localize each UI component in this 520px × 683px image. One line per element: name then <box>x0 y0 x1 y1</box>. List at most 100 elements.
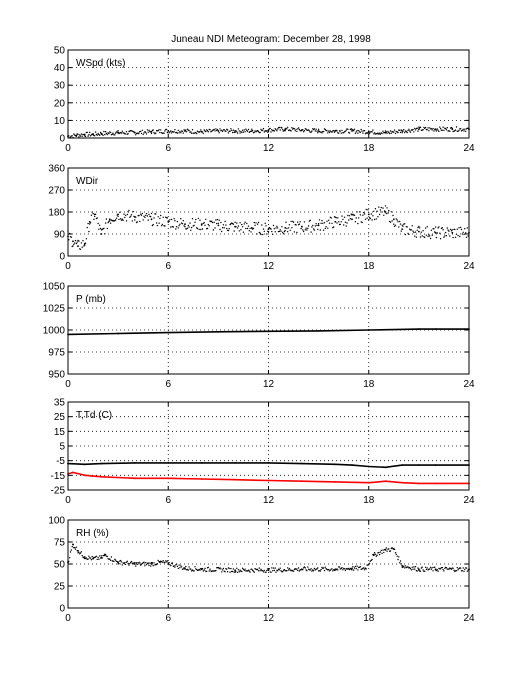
data-point <box>400 230 402 232</box>
y-tick-label: 30 <box>54 81 66 92</box>
data-point <box>111 133 114 135</box>
data-point <box>127 211 129 213</box>
data-point <box>383 214 385 216</box>
data-point <box>348 568 351 571</box>
data-point <box>228 228 230 230</box>
data-point <box>148 129 150 131</box>
x-tick-label: 24 <box>463 261 475 272</box>
data-point <box>118 563 120 565</box>
data-point <box>241 567 244 569</box>
data-point <box>319 570 321 572</box>
data-point <box>129 562 131 565</box>
data-point <box>371 131 373 133</box>
data-point <box>392 214 394 217</box>
y-tick-label: 1000 <box>43 326 66 337</box>
data-point <box>140 564 142 566</box>
data-point <box>185 565 187 568</box>
data-point <box>182 568 184 570</box>
data-point <box>384 211 387 213</box>
data-point <box>120 219 123 221</box>
data-point <box>363 213 366 215</box>
data-point <box>323 569 326 572</box>
data-point <box>456 567 458 569</box>
data-point <box>353 569 355 571</box>
data-point <box>449 130 451 132</box>
data-point <box>427 235 429 238</box>
data-point <box>441 566 443 569</box>
data-point <box>282 233 285 235</box>
data-point <box>316 130 318 132</box>
data-point <box>274 128 276 130</box>
y-tick-label: 90 <box>54 230 66 241</box>
data-point <box>188 226 190 228</box>
data-point <box>162 560 164 562</box>
data-point <box>242 231 245 233</box>
data-point <box>401 464 404 466</box>
data-point <box>401 481 404 484</box>
data-point <box>70 236 73 238</box>
data-point <box>390 211 392 213</box>
data-point <box>170 132 173 134</box>
data-point <box>80 551 83 553</box>
data-point <box>267 131 270 133</box>
data-point <box>280 230 282 232</box>
data-point <box>146 129 149 131</box>
data-point <box>178 564 180 566</box>
data-point <box>369 217 372 220</box>
data-point <box>150 565 152 567</box>
data-point <box>457 569 459 571</box>
data-point <box>114 219 117 221</box>
data-point <box>77 245 79 248</box>
data-point <box>194 221 196 223</box>
data-point <box>317 223 320 225</box>
data-point <box>239 222 241 224</box>
data-point <box>121 218 124 220</box>
data-point <box>295 224 297 226</box>
data-point <box>250 227 253 229</box>
data-point <box>451 231 454 234</box>
x-tick-label: 0 <box>65 261 71 272</box>
data-point <box>384 205 387 207</box>
data-point <box>317 130 320 132</box>
data-point <box>92 557 94 560</box>
data-point <box>253 221 255 224</box>
data-point <box>155 213 157 215</box>
data-point <box>202 570 204 572</box>
data-point <box>117 131 119 134</box>
data-point <box>354 132 357 134</box>
data-point <box>459 567 462 569</box>
data-point <box>395 218 397 220</box>
data-point <box>219 128 221 130</box>
panel-label: T,Td (C) <box>76 410 112 421</box>
data-point <box>145 131 147 134</box>
data-point <box>301 225 303 228</box>
data-point <box>297 128 299 130</box>
data-point <box>181 223 184 225</box>
data-point <box>77 133 79 136</box>
data-point <box>135 562 138 564</box>
data-point <box>297 569 299 572</box>
data-point <box>422 129 424 131</box>
panel-label: WSpd (kts) <box>76 58 125 69</box>
data-point <box>70 549 73 551</box>
data-point <box>358 211 361 213</box>
data-point <box>424 127 426 130</box>
data-point <box>104 222 107 224</box>
data-point <box>182 132 184 134</box>
data-point <box>286 570 288 572</box>
data-point <box>340 567 342 570</box>
data-point <box>355 131 357 133</box>
data-point <box>426 129 428 131</box>
data-point <box>282 129 284 131</box>
data-point <box>69 136 72 138</box>
data-point <box>413 231 415 234</box>
data-point <box>257 130 260 133</box>
data-point <box>184 226 186 228</box>
data-point <box>328 131 331 134</box>
data-point <box>367 130 370 133</box>
data-point <box>200 462 203 464</box>
data-point <box>238 230 240 232</box>
data-point <box>240 229 242 231</box>
y-tick-label: 975 <box>48 348 65 359</box>
data-point <box>262 127 265 130</box>
